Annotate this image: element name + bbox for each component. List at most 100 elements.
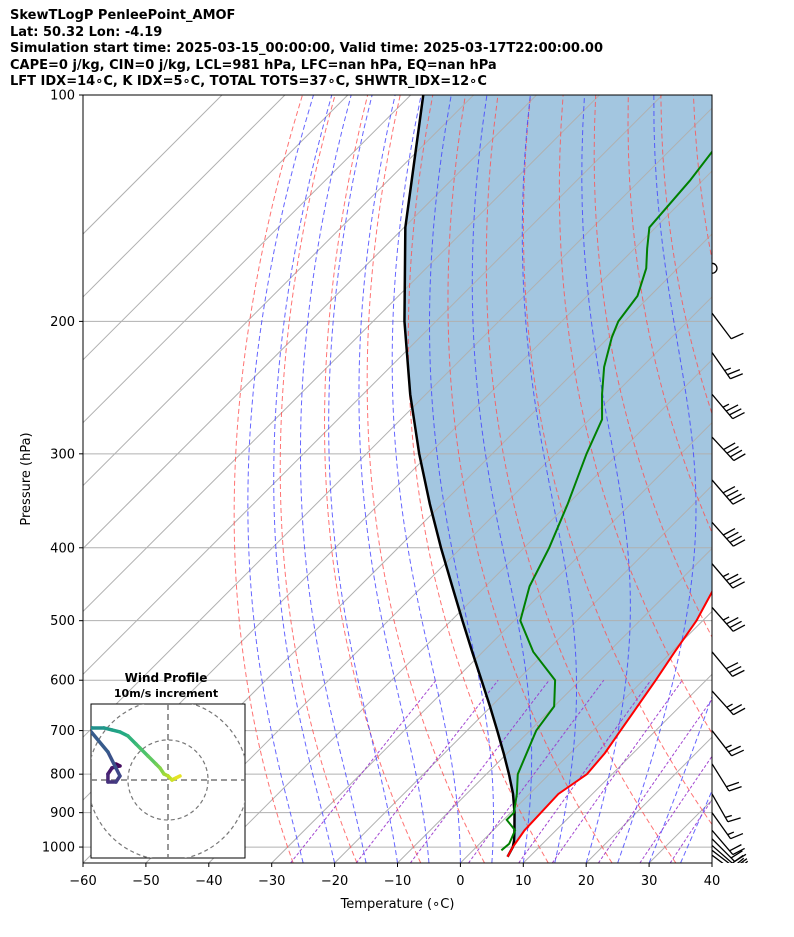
barb-full [730, 449, 743, 458]
barb-full [723, 442, 736, 451]
y-tick-label: 500 [50, 614, 75, 629]
wind-barb [712, 690, 746, 716]
title-times: Simulation start time: 2025-03-15_00:00:… [10, 41, 603, 56]
wind-barb-calm [712, 262, 718, 274]
barb-full [726, 445, 739, 454]
x-tick-label: −50 [132, 874, 159, 889]
barb-full [727, 817, 741, 823]
barb-full [736, 857, 745, 863]
cape-shading-area [404, 95, 712, 857]
y-tick-label: 700 [50, 724, 75, 739]
wind-barb [712, 829, 745, 856]
wind-barb [712, 393, 745, 420]
hodograph-plot [91, 704, 245, 858]
barb-staff [712, 436, 735, 461]
barb-full [726, 616, 739, 625]
title-stability-2: LFT IDX=14∘C, K IDX=5∘C, TOTAL TOTS=37∘C… [10, 74, 487, 89]
x-tick-label: 20 [578, 874, 595, 889]
wind-barb [712, 838, 747, 862]
wind-barbs [712, 95, 749, 875]
barb-half [722, 572, 730, 578]
barb-full [738, 866, 748, 875]
isotherm-line [711, 862, 712, 863]
isotherm-line [83, 95, 412, 424]
isotherm-line [83, 107, 712, 738]
x-tick-label: −20 [321, 874, 348, 889]
barb-half [727, 831, 735, 836]
barb-full [744, 860, 749, 863]
isotherm-line [83, 95, 349, 361]
wind-barb [712, 563, 745, 589]
wind-barb [712, 730, 745, 757]
barb-full [729, 703, 743, 712]
cape-cin-shading [404, 95, 712, 857]
x-axis-label: Temperature (∘C) [340, 897, 455, 912]
barb-staff [712, 521, 734, 547]
barb-staff [712, 479, 734, 505]
barb-full [728, 665, 742, 674]
barb-full [742, 862, 745, 863]
dry-adiabat [660, 95, 712, 416]
barb-full [725, 404, 739, 412]
moist-adiabat [581, 95, 631, 863]
isotherm-line [334, 484, 712, 863]
barb-half [722, 616, 730, 621]
hodograph-inset: Wind Profile 10m/s increment [90, 671, 246, 859]
barb-full [728, 785, 742, 792]
title-station: SkewTLogP PenleePoint_AMOF [10, 8, 236, 23]
moist-adiabat [299, 95, 367, 863]
barb-full [732, 497, 746, 505]
barb-staff [712, 312, 732, 340]
wind-barb [712, 521, 746, 547]
barb-staff [712, 651, 733, 677]
isotherm-line [522, 673, 712, 863]
y-axis-label: Pressure (hPa) [19, 432, 34, 525]
barb-full [731, 749, 745, 757]
moist-adiabat [711, 861, 712, 863]
barb-full [732, 669, 745, 677]
y-tick-label: 400 [50, 541, 75, 556]
dry-adiabat [233, 95, 303, 863]
barb-full [728, 745, 741, 753]
barb-full [729, 408, 742, 416]
title-location: Lat: 50.32 Lon: -4.19 [10, 24, 163, 40]
wind-barb [712, 606, 746, 632]
y-tick-label: 1000 [42, 841, 75, 856]
barb-half [724, 367, 732, 372]
barb-full [725, 662, 739, 670]
x-tick-label: −40 [195, 874, 222, 889]
wind-barb [712, 812, 744, 840]
wind-barb [712, 312, 744, 340]
isotherm-line [83, 95, 223, 235]
y-tick-label: 900 [50, 806, 75, 821]
barb-full [739, 858, 748, 863]
hodograph-segment [126, 734, 138, 746]
barb-staff [712, 849, 730, 863]
moist-adiabat [680, 789, 712, 863]
dry-adiabat [407, 95, 549, 863]
isotherm-line [271, 421, 712, 863]
barb-full [732, 847, 745, 856]
barb-staff [712, 844, 734, 863]
x-tick-label: 40 [704, 874, 721, 889]
mixing-ratio-line [290, 679, 437, 863]
dry-adiabat [279, 95, 358, 863]
isotherm-line [83, 95, 286, 298]
hodograph-segment [106, 750, 118, 770]
dry-adiabat [366, 95, 485, 863]
barb-staff [712, 352, 731, 380]
moist-adiabat [358, 95, 430, 863]
barb-full [729, 493, 742, 501]
isotherm-line [83, 95, 474, 487]
barb-half [726, 703, 733, 708]
x-tick-label: −10 [384, 874, 411, 889]
title-stability-1: CAPE=0 j/kg, CIN=0 j/kg, LCL=981 hPa, LF… [10, 57, 497, 73]
barb-full [730, 373, 743, 380]
mixing-ratio-line [551, 679, 683, 863]
barb-staff [712, 829, 734, 856]
y-tick-label: 100 [50, 89, 75, 104]
barb-staff [712, 606, 734, 632]
y-tick-label: 800 [50, 768, 75, 783]
barb-full [723, 528, 736, 536]
x-tick-label: −60 [69, 874, 96, 889]
